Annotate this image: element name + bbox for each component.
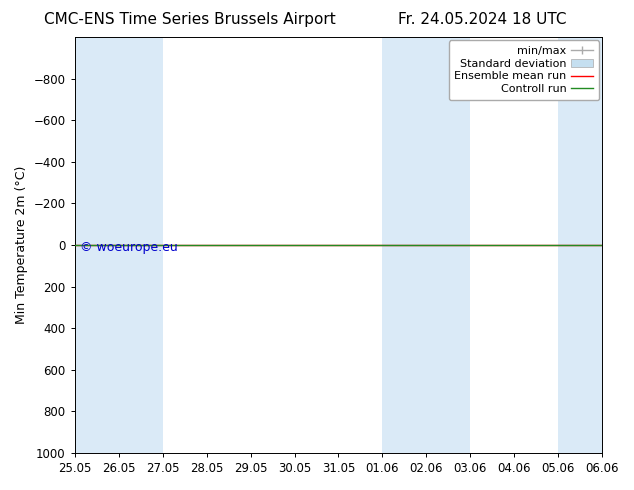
Y-axis label: Min Temperature 2m (°C): Min Temperature 2m (°C) bbox=[15, 166, 28, 324]
Text: © woeurope.eu: © woeurope.eu bbox=[80, 241, 178, 254]
Bar bbox=[119, 37, 163, 453]
Bar bbox=[382, 37, 427, 453]
Text: Fr. 24.05.2024 18 UTC: Fr. 24.05.2024 18 UTC bbox=[398, 12, 566, 27]
Bar bbox=[75, 37, 119, 453]
Bar bbox=[427, 37, 470, 453]
Bar bbox=[559, 37, 602, 453]
Legend: min/max, Standard deviation, Ensemble mean run, Controll run: min/max, Standard deviation, Ensemble me… bbox=[449, 40, 599, 100]
Text: CMC-ENS Time Series Brussels Airport: CMC-ENS Time Series Brussels Airport bbox=[44, 12, 336, 27]
